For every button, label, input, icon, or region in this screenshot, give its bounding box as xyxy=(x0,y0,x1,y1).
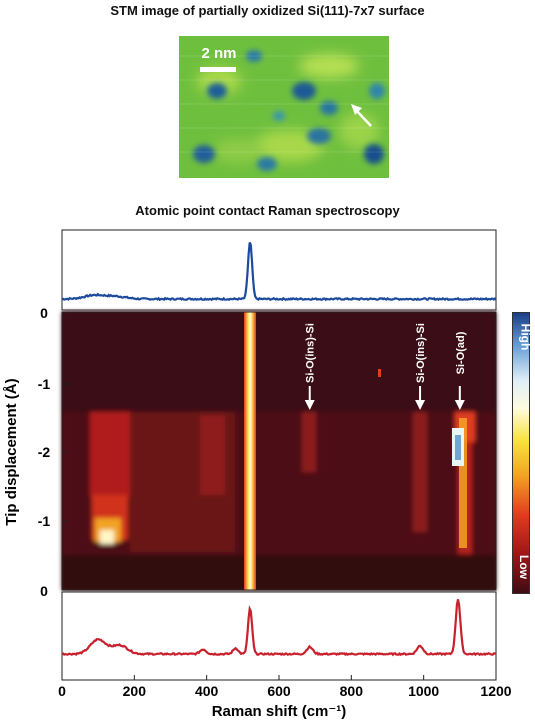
y-tick-label: -1 xyxy=(38,513,51,529)
x-tick-label: 400 xyxy=(195,683,219,699)
y-tick-label: -1 xyxy=(38,376,51,392)
heatmap xyxy=(61,311,497,591)
ad-peak-streak xyxy=(459,418,467,548)
peak-annotation-label: Si-O(ins)-Si xyxy=(305,323,317,383)
colorbar-low-label: Low xyxy=(517,555,531,579)
x-tick-label: 600 xyxy=(267,683,291,699)
arrow-head-icon xyxy=(351,104,362,115)
arrow-down-icon xyxy=(415,400,426,410)
spike-mark xyxy=(378,369,381,377)
top-spectrum-zero-label: 0 xyxy=(40,305,48,321)
colorbar-gradient xyxy=(512,312,530,594)
peak-annotations: Si-O(ins)-Si Si-O(ins)-Si Si-O(ad) xyxy=(304,323,467,410)
arrow-down-icon xyxy=(304,400,315,410)
top-spectrum-frame xyxy=(61,229,497,311)
bottom-spectrum-zero-label: 0 xyxy=(40,583,48,599)
colorbar: High Low xyxy=(512,312,533,594)
stm-image: 2 nm xyxy=(179,36,389,178)
top-spectrum-line xyxy=(61,242,497,302)
y-axis: -1 -2 -1 xyxy=(38,376,68,529)
x-tick-label: 0 xyxy=(58,683,66,699)
x-axis: 0 200 400 600 800 1000 1200 xyxy=(58,675,512,699)
peak-annotation-label: Si-O(ins)-Si xyxy=(415,323,427,383)
x-tick-label: 200 xyxy=(123,683,147,699)
x-tick-label: 800 xyxy=(340,683,364,699)
ad-peak-hotspot-inner xyxy=(455,435,461,460)
heatmap-frame xyxy=(61,311,497,591)
x-tick-label: 1000 xyxy=(408,683,439,699)
y-axis-label: Tip displacement (Å) xyxy=(3,378,20,525)
raman-title: Atomic point contact Raman spectroscopy xyxy=(135,203,400,218)
scale-bar xyxy=(200,67,236,72)
si-peak-line xyxy=(244,312,256,590)
scale-bar-label: 2 nm xyxy=(201,45,236,62)
colorbar-high-label: High xyxy=(518,323,533,351)
bottom-spectrum-frame xyxy=(61,591,497,681)
y-tick-label: -2 xyxy=(38,444,51,460)
x-axis-label: Raman shift (cm⁻¹) xyxy=(212,703,347,720)
x-tick-label: 1200 xyxy=(480,683,511,699)
bottom-spectrum-line xyxy=(61,599,496,657)
peak-annotation-label: Si-O(ad) xyxy=(455,331,467,374)
arrow-down-icon xyxy=(454,400,465,410)
stm-title: STM image of partially oxidized Si(111)-… xyxy=(110,3,425,18)
